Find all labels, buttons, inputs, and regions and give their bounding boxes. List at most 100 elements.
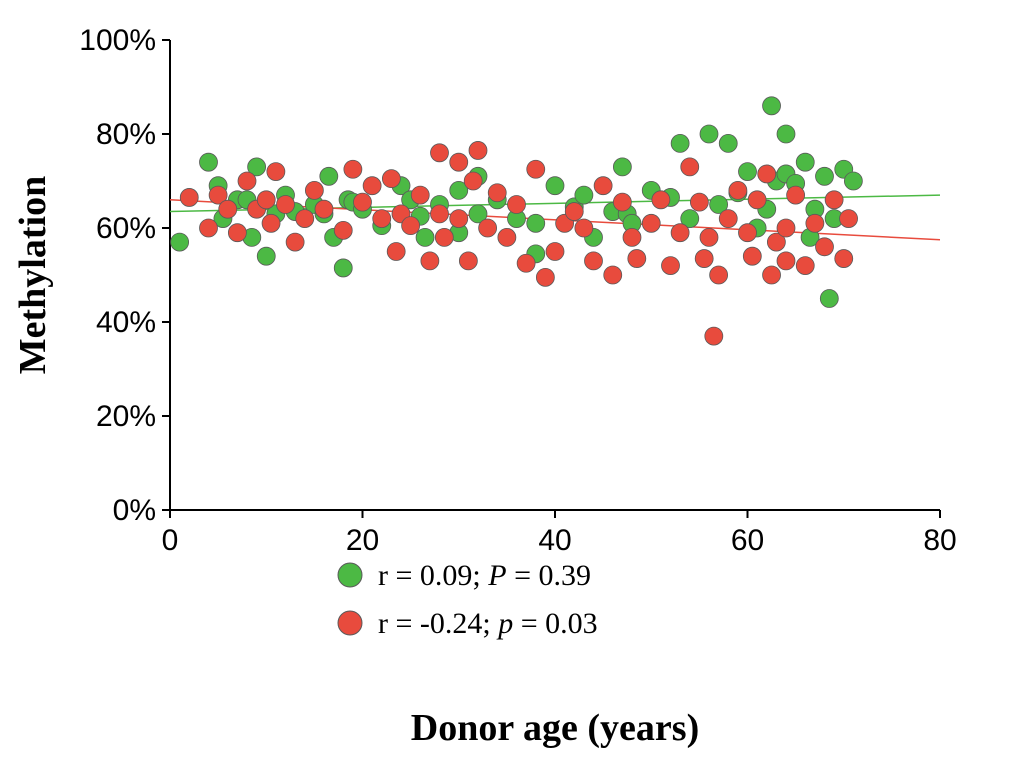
- y-tick-label: 20%: [96, 400, 156, 433]
- data-point-red: [315, 200, 333, 218]
- data-point-red: [421, 252, 439, 270]
- x-tick-label: 20: [346, 524, 379, 557]
- data-point-red: [652, 191, 670, 209]
- data-point-red: [662, 257, 680, 275]
- data-point-red: [527, 160, 545, 178]
- data-point-red: [623, 228, 641, 246]
- data-point-green: [320, 167, 338, 185]
- data-point-red: [373, 210, 391, 228]
- data-point-red: [402, 217, 420, 235]
- data-point-green: [546, 177, 564, 195]
- data-point-red: [681, 158, 699, 176]
- data-point-red: [387, 243, 405, 261]
- data-point-red: [435, 228, 453, 246]
- data-point-red: [238, 172, 256, 190]
- data-point-red: [613, 193, 631, 211]
- x-tick-label: 40: [538, 524, 571, 557]
- x-tick-label: 60: [731, 524, 764, 557]
- data-point-red: [257, 191, 275, 209]
- legend-text: r = 0.09; P = 0.39: [378, 559, 591, 592]
- data-point-red: [700, 228, 718, 246]
- data-point-red: [748, 191, 766, 209]
- data-point-red: [565, 203, 583, 221]
- data-point-red: [464, 172, 482, 190]
- data-point-red: [816, 238, 834, 256]
- y-tick-label: 100%: [79, 24, 156, 57]
- data-point-red: [459, 252, 477, 270]
- legend-text: r = -0.24; p = 0.03: [378, 607, 598, 640]
- y-tick-label: 0%: [113, 494, 156, 527]
- data-point-red: [334, 221, 352, 239]
- y-tick-label: 40%: [96, 306, 156, 339]
- data-point-red: [546, 243, 564, 261]
- data-point-red: [695, 250, 713, 268]
- data-point-green: [527, 214, 545, 232]
- data-point-red: [690, 193, 708, 211]
- data-point-red: [219, 200, 237, 218]
- data-point-green: [671, 134, 689, 152]
- data-point-green: [796, 153, 814, 171]
- data-point-red: [575, 219, 593, 237]
- data-point-green: [777, 125, 795, 143]
- data-point-red: [628, 250, 646, 268]
- y-tick-label: 80%: [96, 118, 156, 151]
- data-point-red: [594, 177, 612, 195]
- data-point-green: [820, 290, 838, 308]
- data-point-red: [585, 252, 603, 270]
- data-point-green: [739, 163, 757, 181]
- data-point-red: [642, 214, 660, 232]
- data-point-red: [536, 268, 554, 286]
- x-tick-label: 80: [923, 524, 956, 557]
- data-point-red: [286, 233, 304, 251]
- data-point-green: [700, 125, 718, 143]
- data-point-red: [305, 181, 323, 199]
- y-axis-label: Methylation: [12, 176, 54, 374]
- data-point-green: [334, 259, 352, 277]
- data-point-red: [469, 141, 487, 159]
- data-point-red: [777, 219, 795, 237]
- x-tick-label: 0: [162, 524, 179, 557]
- data-point-red: [796, 257, 814, 275]
- data-point-green: [613, 158, 631, 176]
- data-point-red: [604, 266, 622, 284]
- data-point-red: [296, 210, 314, 228]
- scatter-chart: 0%20%40%60%80%100%020406080MethylationDo…: [0, 0, 1020, 765]
- data-point-red: [431, 144, 449, 162]
- data-point-red: [777, 252, 795, 270]
- data-point-red: [758, 165, 776, 183]
- data-point-red: [411, 186, 429, 204]
- data-point-red: [228, 224, 246, 242]
- data-point-red: [705, 327, 723, 345]
- legend-marker: [338, 611, 362, 635]
- data-point-red: [729, 181, 747, 199]
- data-point-red: [498, 228, 516, 246]
- data-point-red: [825, 191, 843, 209]
- data-point-green: [171, 233, 189, 251]
- data-point-red: [354, 193, 372, 211]
- data-point-red: [787, 186, 805, 204]
- x-axis-label: Donor age (years): [411, 707, 699, 749]
- data-point-green: [200, 153, 218, 171]
- data-point-red: [508, 196, 526, 214]
- data-point-green: [719, 134, 737, 152]
- data-point-red: [806, 214, 824, 232]
- data-point-red: [743, 247, 761, 265]
- data-point-green: [816, 167, 834, 185]
- legend-marker: [338, 563, 362, 587]
- data-point-red: [431, 205, 449, 223]
- data-point-green: [575, 186, 593, 204]
- data-point-red: [450, 153, 468, 171]
- data-point-red: [382, 170, 400, 188]
- data-point-red: [450, 210, 468, 228]
- data-point-red: [262, 214, 280, 232]
- data-point-red: [488, 184, 506, 202]
- data-point-red: [200, 219, 218, 237]
- chart-svg: 0%20%40%60%80%100%020406080MethylationDo…: [0, 0, 1020, 765]
- data-point-red: [710, 266, 728, 284]
- data-point-red: [180, 188, 198, 206]
- data-point-green: [844, 172, 862, 190]
- data-point-green: [763, 97, 781, 115]
- data-point-red: [277, 196, 295, 214]
- data-point-red: [363, 177, 381, 195]
- chart-bg: [0, 0, 1020, 765]
